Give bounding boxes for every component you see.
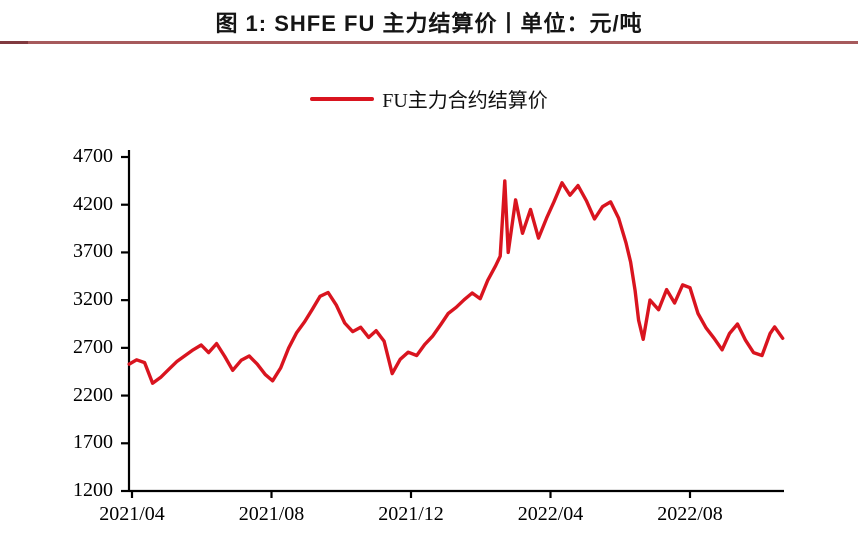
chart-ticks — [121, 155, 692, 498]
chart-axes — [127, 150, 784, 493]
legend-line-swatch — [310, 96, 375, 101]
y-tick-label: 4200 — [73, 192, 113, 215]
y-tick-label: 2200 — [73, 383, 113, 406]
y-tick-label: 4700 — [73, 145, 113, 167]
x-tick-label: 2021/08 — [238, 503, 305, 525]
y-tick-label: 2700 — [73, 335, 113, 358]
x-tick-label: 2022/08 — [657, 503, 723, 525]
y-tick-label: 3700 — [73, 240, 113, 263]
figure-title: 图 1: SHFE FU 主力结算价丨单位：元/吨 — [215, 11, 643, 36]
y-tick-label: 1700 — [73, 431, 113, 454]
y-tick-label: 3200 — [73, 288, 113, 311]
x-tick-label: 2021/12 — [378, 503, 444, 525]
chart-legend: FU主力合约结算价 — [0, 84, 858, 113]
x-tick-label: 2021/04 — [99, 503, 165, 525]
legend-label: FU主力合约结算价 — [382, 90, 548, 112]
title-divider — [0, 41, 858, 44]
y-tick-label: 1200 — [73, 479, 113, 501]
x-tick-label: 2022/04 — [517, 503, 584, 525]
price-line — [127, 179, 785, 385]
